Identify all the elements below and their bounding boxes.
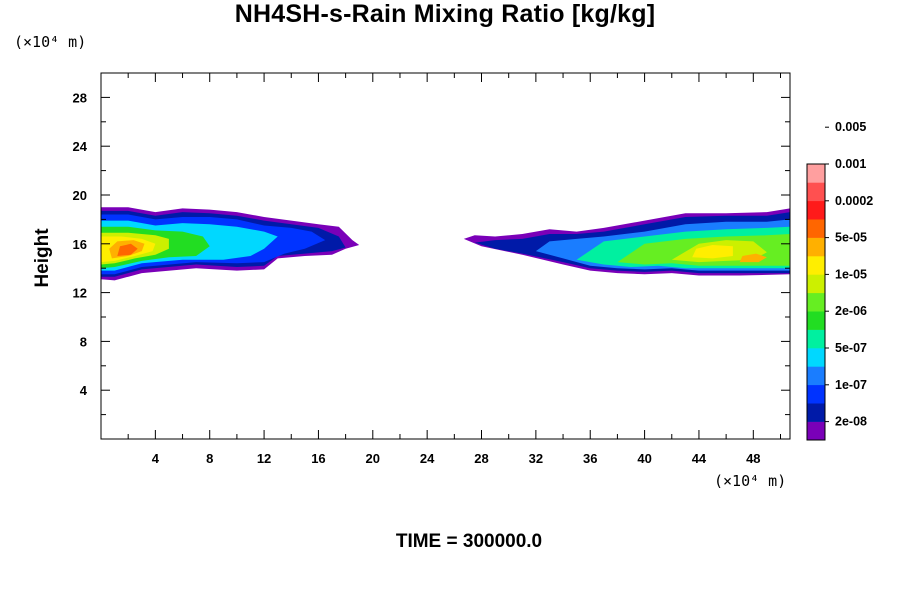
colorbar-label: 2e-06	[835, 304, 867, 318]
colorbar-swatch	[807, 219, 825, 238]
chart-title: NH4SH-s-Rain Mixing Ratio [kg/kg]	[234, 0, 656, 28]
colorbar-swatch	[807, 366, 825, 386]
y-tick-label: 28	[73, 90, 87, 105]
colorbar-label: 0.0002	[835, 194, 873, 208]
plot-frame	[100, 72, 791, 440]
colorbar-swatch	[807, 311, 825, 330]
x-tick-label: 24	[420, 451, 435, 466]
contour-region-right	[463, 208, 790, 276]
y-tick-label: 8	[80, 334, 87, 349]
contour-region-left	[101, 207, 360, 281]
colorbar-swatch	[807, 292, 825, 312]
colorbar-swatch	[807, 348, 825, 367]
y-tick-label: 4	[80, 383, 88, 398]
colorbar-label: 5e-05	[835, 231, 867, 245]
colorbar-swatch	[807, 182, 825, 202]
colorbar-label: 1e-07	[835, 378, 867, 392]
y-tick-label: 24	[73, 139, 88, 154]
x-tick-label: 36	[583, 451, 597, 466]
colorbar-label: 0.001	[835, 157, 866, 171]
x-tick-label: 12	[257, 451, 271, 466]
x-tick-label: 48	[746, 451, 760, 466]
x-tick-label: 4	[152, 451, 160, 466]
colorbar-label: 0.005	[835, 120, 866, 134]
plot-area	[101, 207, 790, 281]
x-axis-unit: (×10⁴ m)	[714, 472, 787, 490]
y-tick-label: 20	[73, 188, 87, 203]
colorbar-swatch	[807, 421, 825, 441]
colorbar-swatch	[807, 274, 825, 294]
y-tick-label: 12	[73, 286, 87, 301]
x-tick-label: 40	[637, 451, 651, 466]
colorbar-swatch	[807, 256, 825, 275]
colorbar: 2e-08 1e-07 5e-07 2e-06 1e-05 5e-05 0.0002 0.00…	[806, 120, 873, 441]
x-tick-label: 32	[529, 451, 543, 466]
contour-band-right-7	[739, 253, 767, 263]
y-axis-label: Height	[32, 228, 53, 288]
time-label: TIME = 300000.0	[395, 531, 543, 552]
colorbar-swatch	[807, 329, 825, 349]
contour-band-right-6	[692, 245, 733, 259]
y-axis-unit: (×10⁴ m)	[14, 33, 87, 51]
x-tick-label: 28	[474, 451, 488, 466]
colorbar-swatch	[807, 384, 825, 404]
colorbar-label: 5e-07	[835, 341, 867, 355]
colorbar-swatch	[807, 200, 825, 220]
colorbar-swatch	[807, 403, 825, 422]
colorbar-frame	[806, 163, 826, 441]
x-tick-label: 44	[692, 451, 707, 466]
x-tick-label: 20	[366, 451, 380, 466]
colorbar-swatch	[807, 237, 825, 257]
colorbar-swatch	[807, 164, 825, 183]
y-tick-label: 16	[73, 237, 87, 252]
x-tick-label: 16	[311, 451, 325, 466]
colorbar-label: 2e-08	[835, 415, 867, 429]
x-tick-label: 8	[206, 451, 213, 466]
contour-band-left-8	[117, 243, 138, 256]
colorbar-label: 1e-05	[835, 267, 867, 281]
